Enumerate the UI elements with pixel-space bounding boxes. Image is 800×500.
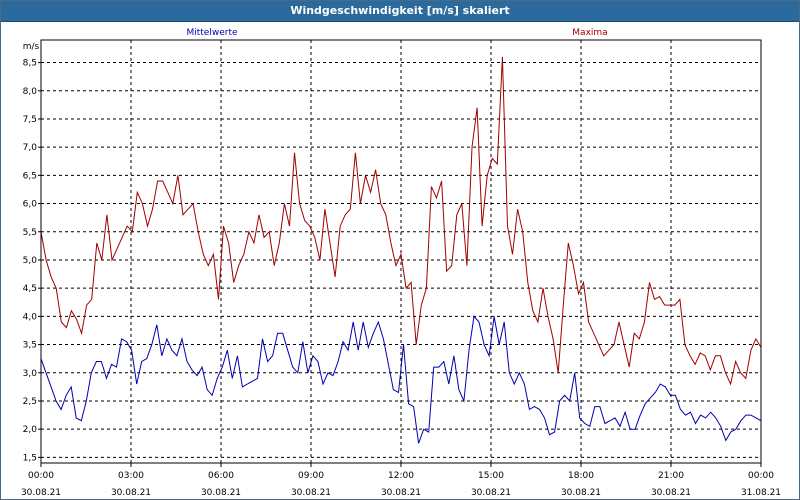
x-tick-date: 30.08.21	[471, 488, 511, 498]
y-tick-label: 6,0	[23, 200, 38, 210]
line-chart: 00:00 30.08.21 03:00 30.08.21 06:00 30.08.21 0…	[21, 28, 781, 498]
y-tick-label: 2,5	[23, 397, 37, 407]
x-tick-date: 30.08.21	[21, 488, 61, 498]
x-tick-time: 06:00	[208, 471, 234, 481]
legend-maxima: Maxima	[572, 28, 607, 38]
legend-mittelwerte: Mittelwerte	[186, 28, 237, 38]
y-tick-label: 5,5	[23, 228, 37, 238]
x-tick-date: 30.08.21	[111, 488, 151, 498]
series-line-mittelwerte	[40, 315, 762, 444]
y-tick-label: 8,5	[23, 59, 37, 69]
x-tick-date: 30.08.21	[381, 488, 421, 498]
x-axis-ticks: 00:00 30.08.21 03:00 30.08.21 06:00 30.08.21 0…	[21, 463, 781, 498]
x-tick-time: 12:00	[388, 471, 414, 481]
x-tick-time: 03:00	[118, 471, 144, 481]
y-tick-label: 4,5	[23, 284, 37, 294]
y-tick-label: 7,0	[23, 143, 38, 153]
y-axis-label: m/s	[23, 42, 40, 52]
x-tick-time: 18:00	[568, 471, 594, 481]
y-tick-label: 2,0	[23, 425, 38, 435]
x-tick-date: 30.08.21	[291, 488, 331, 498]
y-tick-label: 6,5	[23, 171, 37, 181]
y-tick-label: 4,0	[23, 312, 38, 322]
x-tick-date: 30.08.21	[651, 488, 691, 498]
y-tick-label: 8,0	[23, 87, 38, 97]
x-tick-time: 09:00	[298, 471, 324, 481]
y-axis-ticks: 1,5 2,0 2,5 3,0 3,5 4,0 4,5 5,0 5,5 6,0 6,5 7,0 7,5 8…	[23, 59, 41, 463]
window-title: Windgeschwindigkeit [m/s] skaliert	[290, 4, 510, 17]
x-tick-time: 21:00	[658, 471, 684, 481]
y-tick-label: 7,5	[23, 115, 37, 125]
x-tick-date: 30.08.21	[561, 488, 601, 498]
y-tick-label: 3,0	[23, 369, 38, 379]
series-line-maxima	[40, 56, 762, 386]
plot-frame	[40, 39, 762, 464]
y-tick-label: 3,5	[23, 341, 37, 351]
y-tick-label: 1,5	[23, 453, 37, 463]
title-bar: Windgeschwindigkeit [m/s] skaliert	[1, 1, 799, 22]
series-lines	[40, 56, 762, 444]
x-tick-date: 31.08.21	[741, 488, 781, 498]
x-tick-date: 30.08.21	[201, 488, 241, 498]
grid-lines	[41, 40, 761, 463]
x-tick-time: 00:00	[748, 471, 774, 481]
y-tick-label: 5,0	[23, 256, 38, 266]
x-tick-time: 00:00	[28, 471, 54, 481]
x-tick-time: 15:00	[478, 471, 504, 481]
